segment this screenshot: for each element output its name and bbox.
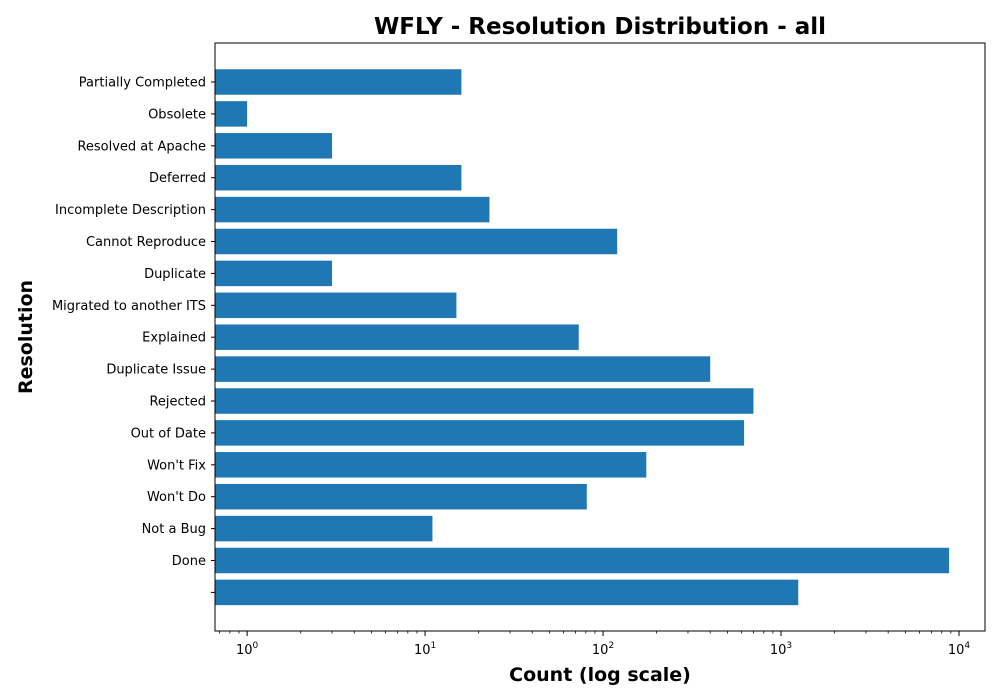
bar-9 [215,356,711,382]
y-tick-label: Resolved at Apache [77,139,206,154]
y-tick-label: Incomplete Description [55,203,206,218]
y-tick-label: Obsolete [148,107,206,122]
y-tick-label: Done [172,554,206,569]
bar-7 [215,292,457,319]
y-tick-label: Cannot Reproduce [86,235,206,250]
bar-10 [215,388,754,414]
y-tick-label: Won't Fix [147,458,206,473]
bar-11 [215,420,745,446]
chart-title: WFLY - Resolution Distribution - all [374,14,826,40]
bar-16 [215,579,799,606]
y-tick-label: Explained [142,331,206,346]
bar-8 [215,324,579,350]
x-tick-label: 103 [770,641,792,658]
bar-3 [215,164,462,191]
y-tick-label: Migrated to another ITS [52,299,206,314]
bar-4 [215,196,490,223]
y-axis-label: Resolution [15,280,37,394]
bar-2 [215,133,333,159]
bar-13 [215,483,587,510]
bar-14 [215,515,433,542]
y-tick-label: Out of Date [131,426,206,441]
y-tick-label: Won't Do [147,490,206,505]
x-tick-label: 100 [236,641,259,658]
x-axis-label: Count (log scale) [509,664,691,686]
y-tick-label: Not a Bug [142,522,206,537]
y-tick-label: Partially Completed [79,76,206,91]
bar-6 [215,260,333,287]
bars-layer [215,69,950,606]
y-tick-label: Duplicate [144,267,206,282]
bar-5 [215,228,618,255]
bar-12 [215,452,647,478]
x-tick-label: 101 [414,641,436,658]
x-axis-ticks: 100 101 102 103 104 [219,631,971,658]
y-tick-label: Deferred [149,171,206,186]
bar-1 [215,101,248,127]
bar-15 [215,547,950,574]
y-tick-label: Duplicate Issue [106,363,206,378]
y-tick-label: Rejected [149,395,206,410]
y-axis-ticks: Partially Completed Obsolete Resolved at A… [52,76,215,593]
x-tick-label: 102 [592,641,614,658]
bar-0 [215,69,462,95]
x-tick-label: 104 [948,641,971,658]
